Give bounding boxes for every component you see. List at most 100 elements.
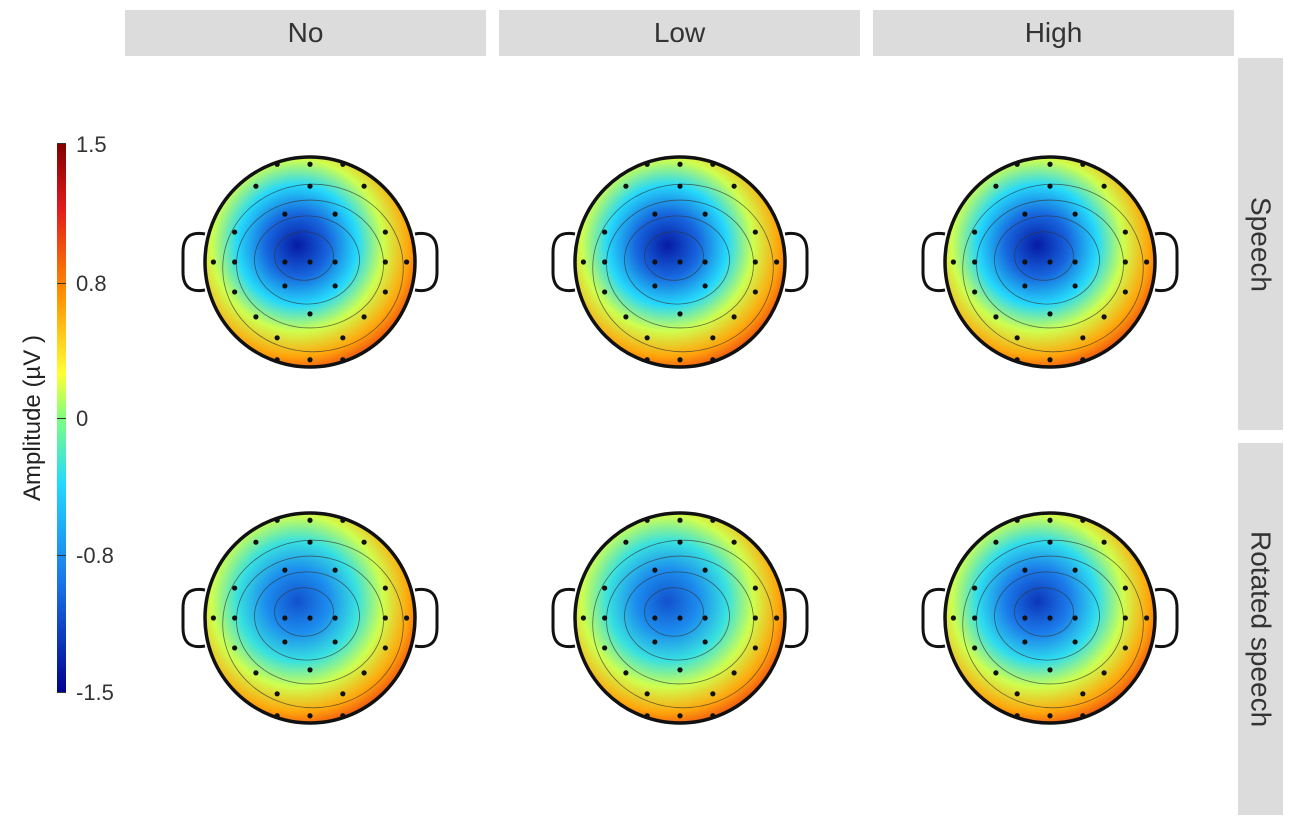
electrode-dot (274, 713, 280, 719)
electrode-dot (1022, 283, 1028, 289)
electrode-dot (1014, 161, 1020, 167)
ear-left (181, 587, 206, 649)
electrode-dot (307, 713, 313, 719)
electrode-dot (253, 670, 259, 676)
electrode-dot (1072, 259, 1078, 265)
electrode-dot (332, 639, 338, 645)
electrode-dot (382, 645, 388, 651)
topomap-high-rotated-speech (921, 511, 1179, 725)
electrode-dot (710, 713, 716, 719)
colorbar-tick-label: 1.5 (76, 132, 107, 157)
electrode-dot (972, 259, 978, 265)
electrode-dot (602, 289, 608, 295)
electrode-dot (644, 517, 650, 523)
electrode-dot (710, 357, 716, 363)
electrode-dot (1014, 335, 1020, 341)
colorbar-tick-label: 0 (76, 406, 89, 431)
electrode-dot (677, 259, 683, 265)
electrode-dot (731, 183, 737, 189)
electrode-dot (702, 615, 708, 621)
electrode-dot (752, 289, 758, 295)
electrode-dot (1014, 713, 1020, 719)
electrode-dot (1072, 211, 1078, 217)
contour-line (592, 539, 774, 709)
electrode-dot (752, 645, 758, 651)
electrode-dot (993, 539, 999, 545)
electrode-dot (382, 289, 388, 295)
electrode-dot (752, 615, 758, 621)
colorbar-tick (57, 692, 66, 693)
electrode-dot (1144, 615, 1150, 621)
electrode-dot (580, 259, 587, 265)
electrode-dot (1047, 667, 1053, 673)
electrode-dot (623, 314, 629, 320)
electrode-dot (644, 161, 650, 167)
contour-line (1014, 231, 1074, 281)
electrode-dot (282, 283, 288, 289)
electrode-dot (731, 314, 737, 320)
electrode-dot (253, 314, 259, 320)
electrode-dot (644, 691, 650, 697)
electrode-dot (210, 615, 216, 621)
electrode-dot (1122, 229, 1128, 235)
electrode-dot (361, 183, 367, 189)
electrode-dot (972, 289, 978, 295)
electrode-dot (677, 539, 683, 545)
electrode-dot (1122, 259, 1128, 265)
facet-row-rotated-speech: Rotated speech (1238, 443, 1283, 815)
contour-line (222, 539, 404, 709)
ear-right (414, 231, 439, 293)
topomap-no-rotated-speech (181, 511, 439, 725)
electrode-dot (1014, 357, 1020, 363)
electrode-dot (1022, 615, 1028, 621)
electrode-dot (602, 229, 608, 235)
electrode-dot (602, 615, 608, 621)
electrode-dot (282, 567, 288, 573)
electrode-dot (253, 539, 259, 545)
electrode-dot (972, 585, 978, 591)
electrode-dot (1122, 615, 1128, 621)
electrode-dot (1014, 517, 1020, 523)
electrode-dot (332, 211, 338, 217)
electrode-dot (1080, 517, 1086, 523)
electrode-dot (702, 259, 708, 265)
facet-column-no: No (125, 10, 486, 56)
electrode-dot (232, 645, 238, 651)
contour-line (644, 587, 704, 637)
electrode-dot (950, 259, 957, 265)
electrode-dot (1101, 670, 1107, 676)
topomap-high-speech (921, 155, 1179, 369)
electrode-dot (382, 259, 388, 265)
electrode-dot (993, 314, 999, 320)
electrode-dot (677, 517, 683, 523)
electrode-dot (232, 289, 238, 295)
ear-left (551, 587, 576, 649)
electrode-dot (340, 517, 346, 523)
electrode-dot (361, 539, 367, 545)
electrode-dot (232, 585, 238, 591)
electrode-dot (332, 259, 338, 265)
electrode-dot (340, 357, 346, 363)
contour-line (274, 587, 334, 637)
electrode-dot (382, 615, 388, 621)
contour-line (592, 183, 774, 353)
ear-right (784, 587, 809, 649)
electrode-dot (282, 259, 288, 265)
contour-line (624, 215, 730, 305)
electrode-dot (602, 259, 608, 265)
ear-right (414, 587, 439, 649)
electrode-dot (774, 615, 780, 621)
facet-row-label: Speech (1245, 196, 1277, 292)
electrode-dot (340, 713, 346, 719)
contour-line (236, 555, 384, 685)
electrode-dot (1072, 567, 1078, 573)
colorbar-tick (57, 283, 66, 284)
electrode-dot (1144, 259, 1150, 265)
contour-line (976, 199, 1124, 329)
facet-column-high: High (873, 10, 1234, 56)
electrode-dot (307, 615, 313, 621)
facet-column-low: Low (499, 10, 860, 56)
electrode-dot (1022, 259, 1028, 265)
electrode-dot (307, 539, 313, 545)
